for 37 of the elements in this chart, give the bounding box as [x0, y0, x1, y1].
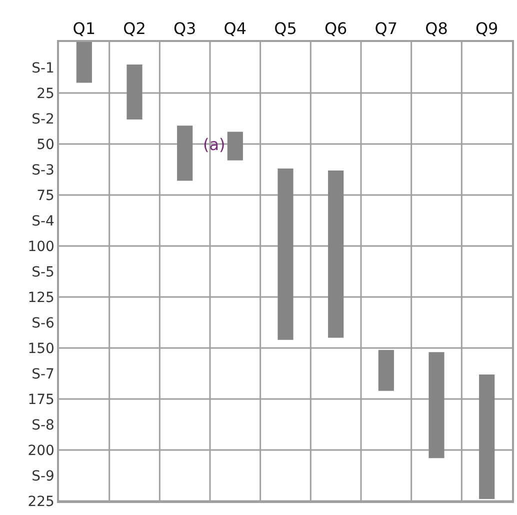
y-tick-label: 175 — [28, 392, 54, 408]
y-tick-label: 100 — [28, 238, 54, 255]
annotation: (a) — [203, 135, 226, 154]
y-tick-label: 200 — [28, 442, 54, 459]
y-tick-label: S-5 — [32, 264, 54, 280]
x-tick-label: Q8 — [425, 18, 448, 38]
bar — [227, 132, 243, 160]
y-tick-label: S-2 — [32, 111, 54, 128]
x-tick-label: Q7 — [374, 18, 398, 38]
bar — [479, 374, 495, 499]
x-tick-label: Q6 — [324, 18, 348, 38]
y-tick-label: 50 — [36, 136, 54, 153]
x-tick-label: Q2 — [123, 18, 146, 38]
y-tick-label: 125 — [28, 290, 54, 306]
bar — [428, 352, 444, 458]
bar — [76, 42, 92, 83]
x-tick-label: Q1 — [72, 18, 96, 38]
bar — [177, 126, 193, 181]
y-tick-label: 25 — [36, 86, 54, 102]
bar — [126, 64, 142, 120]
y-tick-label: 75 — [36, 188, 54, 204]
y-tick-label: S-9 — [32, 468, 54, 484]
x-tick-label: Q5 — [274, 18, 297, 38]
y-tick-label: S-1 — [32, 60, 54, 76]
y-tick-label: S-8 — [32, 417, 54, 434]
bar — [328, 170, 344, 338]
bar — [378, 350, 394, 391]
bar — [278, 168, 294, 340]
y-tick-label: S-6 — [32, 315, 55, 332]
y-tick-label: 225 — [28, 494, 54, 510]
y-tick-label: S-3 — [32, 162, 54, 178]
x-tick-label: Q3 — [173, 18, 196, 38]
x-tick-label: Q9 — [475, 18, 498, 38]
y-tick-label: 150 — [28, 340, 54, 357]
y-tick-label: S-4 — [32, 213, 55, 230]
x-tick-label: Q4 — [224, 18, 247, 38]
y-tick-label: S-7 — [32, 366, 54, 382]
